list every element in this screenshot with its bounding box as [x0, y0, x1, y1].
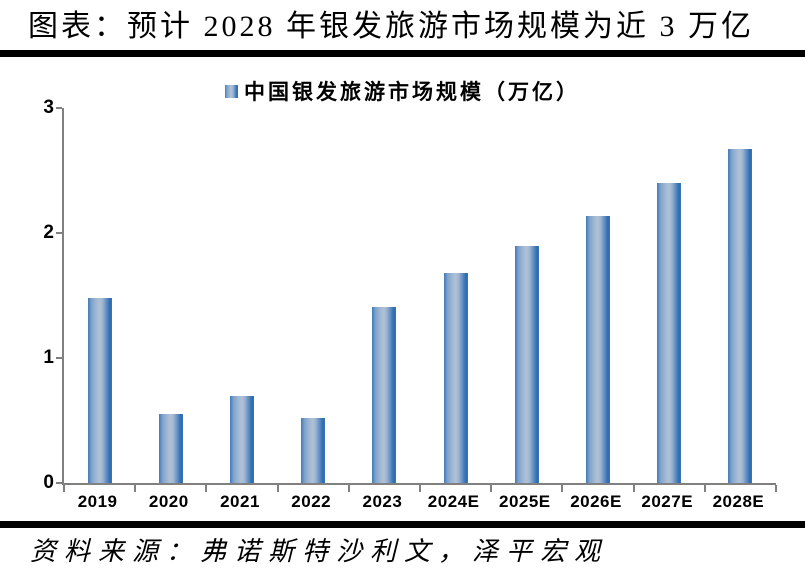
- x-axis-label-2022: 2022: [291, 492, 332, 511]
- bar-category-2024E: [420, 108, 491, 483]
- x-axis-label-2028E: 2028E: [712, 492, 765, 511]
- x-axis-label-2025E: 2025E: [498, 492, 551, 511]
- bar-category-2026E: [562, 108, 633, 483]
- y-tick-3: [56, 107, 62, 109]
- x-axis-labels: 2019 2020 2021 2022 2023 2024E 2025E 2026E 2027E…: [62, 492, 774, 512]
- x-tick-7: [561, 485, 564, 492]
- x-tick-1: [134, 485, 137, 492]
- title-divider: [0, 50, 805, 57]
- bar-2023: [372, 306, 397, 483]
- y-tick-label-2: 2: [43, 222, 54, 244]
- x-axis-label-2020: 2020: [148, 492, 189, 511]
- x-axis-label-2024E: 2024E: [427, 492, 480, 511]
- x-tick-0: [63, 485, 65, 492]
- chart-legend: 中国银发旅游市场规模（万亿）: [0, 76, 805, 106]
- footer-divider: [0, 521, 805, 528]
- bar-2024E: [443, 273, 468, 483]
- bar-category-2025E: [491, 108, 562, 483]
- y-tick-label-1: 1: [43, 347, 54, 369]
- y-tick-1: [56, 357, 62, 360]
- bar-2020: [158, 414, 183, 483]
- x-axis-label-2021: 2021: [220, 492, 260, 511]
- x-tick-10: [775, 485, 777, 492]
- bar-2021: [230, 395, 254, 483]
- y-tick-0: [56, 482, 62, 484]
- bar-2025E: [514, 245, 539, 483]
- x-tick-6: [490, 485, 493, 492]
- y-tick-2: [56, 232, 62, 235]
- bar-category-2023: [349, 108, 420, 483]
- bar-category-2019: [64, 108, 135, 483]
- x-tick-5: [419, 485, 421, 492]
- y-tick-label-3: 3: [43, 97, 54, 118]
- page-title: 图表：预计 2028 年银发旅游市场规模为近 3 万亿: [28, 10, 754, 43]
- x-tick-9: [703, 485, 706, 492]
- x-tick-2: [205, 485, 208, 492]
- bar-category-2022: [278, 108, 349, 483]
- x-axis-label-2023: 2023: [362, 492, 403, 511]
- bar-category-2021: [206, 108, 277, 483]
- source-note: 资料来源：弗诺斯特沙利文，泽平宏观: [30, 537, 609, 566]
- bar-category-2027E: [634, 108, 705, 483]
- bar-2026E: [586, 215, 611, 483]
- bar-chart-plot-area: [56, 107, 777, 492]
- y-tick-label-0: 0: [43, 472, 54, 493]
- bar-2028E: [728, 149, 753, 483]
- bar-category-2020: [135, 108, 206, 483]
- x-axis-label-2026E: 2026E: [570, 492, 622, 511]
- x-axis-label-2027E: 2027E: [641, 492, 694, 511]
- x-tick-8: [632, 485, 635, 492]
- x-tick-4: [347, 485, 350, 492]
- x-axis-label-2019: 2019: [77, 492, 118, 511]
- y-axis-labels: 0 1 2 3: [0, 97, 54, 493]
- bar-2019: [87, 298, 112, 483]
- legend-series-swatch-icon: [225, 84, 238, 98]
- legend-label: 中国银发旅游市场规模（万亿）: [244, 80, 580, 104]
- bar-category-2028E: [705, 108, 776, 483]
- bar-2027E: [657, 183, 682, 483]
- bar-2022: [301, 418, 326, 483]
- x-tick-3: [276, 485, 279, 492]
